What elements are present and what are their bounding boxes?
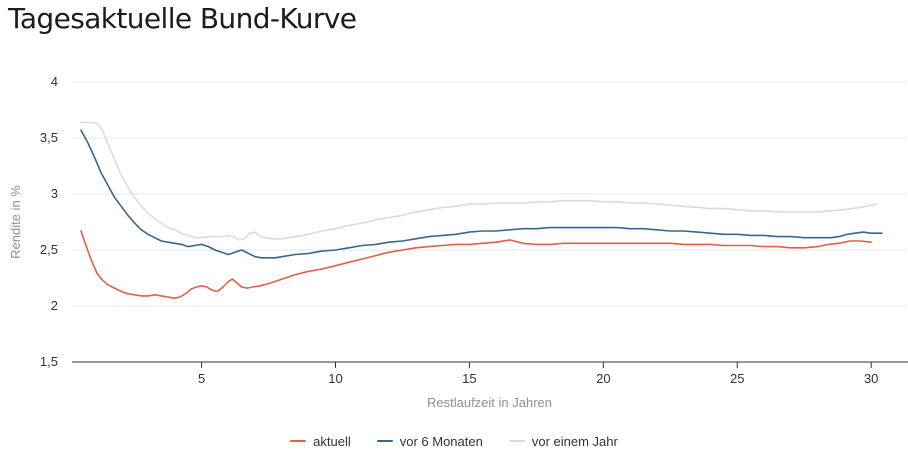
x-tick-label-25: 25 (730, 371, 744, 386)
legend-item-vor-einem-jahr[interactable]: vor einem Jahr (508, 433, 618, 449)
y-tick-label-1,5: 1,5 (40, 354, 58, 369)
y-tick-label-3: 3 (51, 186, 58, 201)
y-tick-label-3,5: 3,5 (40, 130, 58, 145)
legend-swatch-vor-einem-jahr (508, 440, 525, 442)
series-line-vor-einem-jahr (80, 121, 878, 241)
x-tick-label-5: 5 (198, 371, 205, 386)
legend-label-vor-einem-jahr: vor einem Jahr (531, 433, 618, 449)
x-tick-label-30: 30 (864, 371, 878, 386)
chart-legend: aktuell vor 6 Monaten vor einem Jahr (0, 431, 908, 451)
x-tick-label-10: 10 (328, 371, 342, 386)
legend-label-vor-6-monaten: vor 6 Monaten (399, 433, 483, 449)
y-axis-title: Rendite in % (8, 185, 23, 259)
legend-item-vor-6-monaten[interactable]: vor 6 Monaten (376, 433, 483, 449)
series-line-aktuell (80, 230, 872, 299)
legend-item-aktuell[interactable]: aktuell (290, 434, 351, 449)
series-line-vor-6-monaten (80, 129, 883, 259)
legend-swatch-vor-6-monaten (376, 440, 393, 442)
x-tick-label-15: 15 (462, 371, 476, 386)
legend-swatch-aktuell (290, 440, 307, 442)
y-tick-label-4: 4 (51, 74, 58, 89)
x-axis-title: Restlaufzeit in Jahren (427, 395, 552, 410)
chart-title: Tagesaktuelle Bund-Kurve (8, 2, 357, 35)
y-tick-label-2,5: 2,5 (40, 242, 58, 257)
y-tick-label-2: 2 (51, 298, 58, 313)
legend-label-aktuell: aktuell (313, 433, 351, 449)
x-tick-label-20: 20 (596, 371, 610, 386)
